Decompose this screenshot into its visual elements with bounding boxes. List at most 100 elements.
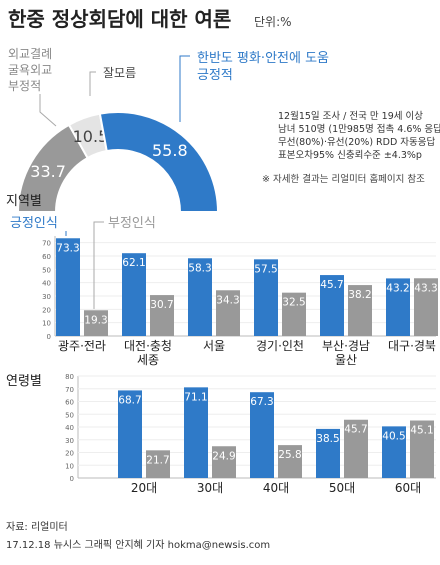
- category-label: 40대: [263, 481, 289, 495]
- positive-bar: [122, 253, 146, 336]
- y-tick-label: 40: [65, 424, 74, 432]
- y-tick-label: 80: [65, 373, 74, 381]
- bar-value-label: 67.3: [250, 396, 273, 408]
- category-label: 울산: [335, 353, 357, 367]
- bar-value-label: 58.3: [188, 262, 211, 274]
- positive-callout-text: 긍정적: [197, 68, 233, 83]
- negative-bar: [348, 285, 372, 336]
- category-label: 세종: [137, 353, 159, 367]
- category-label: 50대: [329, 481, 355, 495]
- bar-value-label: 32.5: [282, 297, 305, 309]
- negative-bar: [84, 310, 108, 336]
- category-label: 30대: [197, 481, 223, 495]
- y-tick-label: 20: [65, 450, 74, 458]
- y-tick-label: 0: [47, 333, 51, 341]
- positive-bar: [188, 258, 212, 336]
- credit-label: 17.12.18 뉴시스 그래픽 안지혜 기자 hokma@newsis.com: [6, 539, 270, 551]
- bar-value-label: 62.1: [122, 257, 145, 269]
- age-bar-chart: 0 10 20 30 40 50 60 70 80 68.7 21.7 20대 71.1 24.9 30대 6…: [65, 373, 436, 495]
- negative-bar: [216, 290, 240, 336]
- category-label: 광주·전라: [58, 339, 106, 353]
- bar-value-label: 19.3: [84, 314, 107, 326]
- positive-bar: [386, 278, 410, 336]
- positive-bar: [184, 387, 208, 478]
- bar-value-label: 68.7: [118, 394, 141, 406]
- bar-value-label: 57.5: [254, 263, 277, 275]
- bar-value-label: 34.3: [216, 294, 239, 306]
- category-label: 부산·경남: [322, 339, 370, 353]
- y-tick-label: 20: [42, 306, 51, 314]
- survey-info-line: 표본오차95% 신충뢰수준 ±4.3%p: [278, 149, 422, 161]
- negative-bar: [282, 292, 306, 336]
- category-label: 20대: [131, 481, 157, 495]
- page-title: 한중 정상회담에 대한 여론: [8, 7, 231, 31]
- category-label: 경기·인천: [256, 338, 304, 353]
- y-tick-label: 60: [42, 253, 51, 261]
- source-label: 자료: 리얼미터: [6, 521, 68, 533]
- region-bar-chart: 0 10 20 30 40 50 60 70 73.3 19.3 광주·전라 62.1 30.7 대전·충…: [42, 221, 438, 367]
- y-tick-label: 10: [65, 462, 74, 470]
- bar-value-label: 38.2: [348, 289, 371, 301]
- negative-legend-line: [93, 221, 104, 309]
- negative-bar: [150, 295, 174, 336]
- category-label: 대구·경북: [388, 339, 436, 353]
- dont-know-callout-text: 잘모름: [103, 66, 136, 80]
- dont-know-callout-line: [89, 71, 96, 96]
- negative-bar: [410, 420, 434, 478]
- donut-value-label: 55.8: [152, 141, 188, 160]
- donut-value-label: 33.7: [30, 162, 66, 181]
- negative-bar: [212, 446, 236, 478]
- negative-bar: [414, 278, 438, 336]
- survey-note: ※ 자세한 결과는 리얼미터 홈페이지 참조: [262, 173, 425, 185]
- bar-value-label: 30.7: [150, 299, 173, 311]
- age-section-title: 연령별: [6, 374, 42, 389]
- bar-value-label: 71.1: [184, 391, 207, 403]
- positive-bar: [382, 426, 406, 478]
- y-tick-label: 40: [42, 280, 51, 288]
- survey-info-line: 무선(80%)·유선(20%) RDD 자동응답: [278, 136, 436, 148]
- negative-bar: [278, 445, 302, 478]
- negative-callout-text: 굴욕외교: [8, 63, 52, 77]
- bar-value-label: 38.5: [316, 433, 339, 445]
- category-label: 60대: [395, 481, 421, 495]
- bar-value-label: 24.9: [212, 450, 235, 462]
- bar-value-label: 45.7: [320, 279, 343, 291]
- bar-value-label: 43.2: [386, 282, 409, 294]
- bar-value-label: 73.3: [56, 242, 79, 254]
- negative-bar: [146, 450, 170, 478]
- survey-info-line: 남녀 510명 (1만985명 접촉 4.6% 응답): [278, 123, 440, 135]
- bar-value-label: 45.1: [410, 424, 433, 436]
- bar-value-label: 40.5: [382, 430, 405, 442]
- positive-bar: [56, 238, 80, 336]
- positive-bar: [250, 392, 274, 478]
- y-tick-label: 60: [65, 399, 74, 407]
- bar-value-label: 43.3: [414, 282, 437, 294]
- negative-bar: [344, 419, 368, 478]
- positive-callout-line: [179, 55, 190, 122]
- positive-bar: [254, 259, 278, 336]
- region-section-title: 지역별: [6, 194, 42, 209]
- survey-info-line: 12월15일 조사 / 전국 만 19세 이상: [278, 110, 423, 122]
- negative-callout-line: [39, 94, 57, 127]
- negative-callout-text: 외교결례: [8, 47, 52, 61]
- negative-callout-text: 부정적: [8, 79, 41, 93]
- donut-slice: [98, 111, 220, 213]
- positive-bar: [316, 428, 340, 478]
- positive-callout-text: 한반도 평화·안전에 도움: [197, 51, 329, 66]
- bar-value-label: 25.8: [278, 449, 301, 461]
- bar-value-label: 45.7: [344, 424, 367, 436]
- survey-info: 12월15일 조사 / 전국 만 19세 이상 남녀 510명 (1만985명 …: [278, 110, 440, 161]
- negative-legend-label: 부정인식: [108, 216, 156, 231]
- y-tick-label: 30: [42, 293, 51, 301]
- positive-bar: [320, 275, 344, 336]
- positive-legend-label: 긍정인식: [10, 216, 58, 231]
- donut-value-label: 10.5: [73, 127, 109, 146]
- y-tick-label: 70: [65, 386, 74, 394]
- bar-value-label: 21.7: [146, 454, 169, 466]
- y-tick-label: 50: [42, 266, 51, 274]
